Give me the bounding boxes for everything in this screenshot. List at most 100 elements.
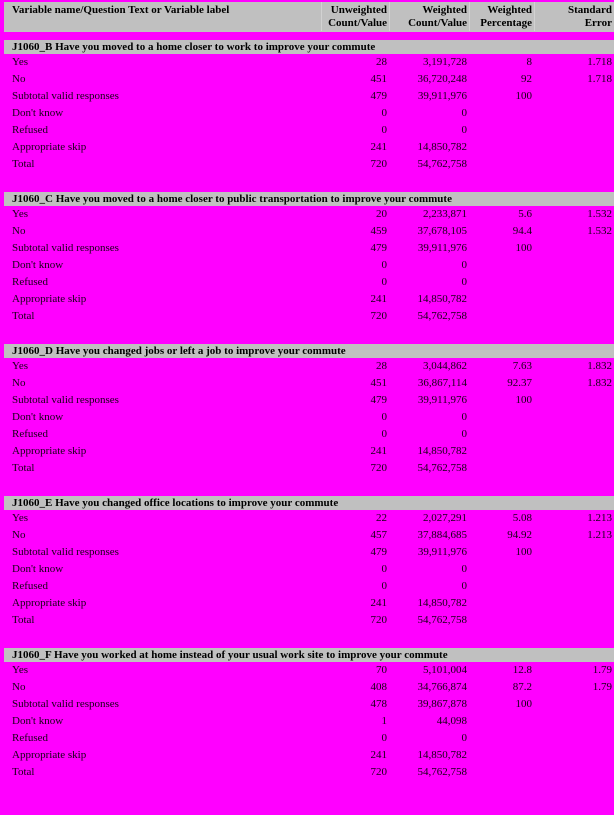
variable-section: J1060_B Have you moved to a home closer … [4, 40, 614, 173]
standard-error: 1.532 [587, 225, 612, 237]
unweighted-value: 451 [370, 73, 388, 85]
section-title: J1060_C Have you moved to a home closer … [4, 192, 614, 206]
standard-error [534, 122, 614, 139]
row-label: Subtotal valid responses [12, 546, 119, 558]
unweighted-value: 0 [381, 580, 388, 592]
weighted-value: 0 [461, 428, 468, 440]
standard-error: 1.832 [587, 360, 612, 372]
label-column-header: Variable name/Question Text or Variable … [12, 4, 230, 16]
variable-section: J1060_D Have you changed jobs or left a … [4, 344, 614, 477]
table-row: No 459 37,678,105 94.4 1.532 [4, 223, 614, 240]
weighted-percentage: 87.2 [512, 681, 532, 693]
weighted-value: 0 [461, 259, 468, 271]
standard-error [534, 88, 614, 105]
unweighted-value: 241 [370, 293, 388, 305]
standard-error [534, 139, 614, 156]
weighted-percentage [469, 156, 534, 173]
table-row: Don't know 1 44,098 [4, 713, 614, 730]
standard-error: 1.718 [587, 73, 612, 85]
unweighted-value: 0 [381, 259, 388, 271]
weighted-value: 39,911,976 [417, 394, 467, 406]
weighted-percentage: 12.8 [512, 664, 532, 676]
weighted-value: 3,044,862 [423, 360, 467, 372]
table-row: Yes 20 2,233,871 5.6 1.532 [4, 206, 614, 223]
unweighted-value: 241 [370, 445, 388, 457]
table-header: Variable name/Question Text or Variable … [4, 2, 614, 32]
weighted-percentage [469, 139, 534, 156]
row-label: Yes [12, 208, 29, 220]
row-label: Total [12, 462, 35, 474]
table-row: No 457 37,884,685 94.92 1.213 [4, 527, 614, 544]
weighted-percentage [469, 764, 534, 781]
unweighted-value: 70 [376, 664, 387, 676]
standard-error [534, 764, 614, 781]
section-title: J1060_B Have you moved to a home closer … [4, 40, 614, 54]
variable-section: J1060_C Have you moved to a home closer … [4, 192, 614, 325]
table-row: Subtotal valid responses 479 39,911,976 … [4, 392, 614, 409]
weighted-value: 0 [461, 107, 468, 119]
row-label: Subtotal valid responses [12, 90, 119, 102]
unweighted-value: 479 [370, 242, 388, 254]
column-header-line: Standard [567, 4, 612, 16]
table-row: Don't know 0 0 [4, 561, 614, 578]
column-header-weighted-count: Weighted Count/Value [389, 2, 469, 31]
weighted-percentage [469, 612, 534, 629]
row-label: Total [12, 614, 35, 626]
weighted-value: 34,766,874 [417, 681, 468, 693]
weighted-percentage [469, 105, 534, 122]
table-row: Yes 22 2,027,291 5.08 1.213 [4, 510, 614, 527]
weighted-percentage: 100 [515, 394, 533, 406]
section-title: J1060_E Have you changed office location… [4, 496, 614, 510]
table-row: Appropriate skip 241 14,850,782 [4, 291, 614, 308]
weighted-percentage [469, 747, 534, 764]
table-row: Refused 0 0 [4, 122, 614, 139]
row-label: Don't know [12, 259, 64, 271]
weighted-percentage [469, 409, 534, 426]
row-label: Appropriate skip [12, 445, 87, 457]
weighted-value: 39,867,878 [417, 698, 468, 710]
standard-error [534, 561, 614, 578]
table-row: Total 720 54,762,758 [4, 460, 614, 477]
table-row: Appropriate skip 241 14,850,782 [4, 595, 614, 612]
weighted-percentage: 100 [515, 546, 533, 558]
weighted-value: 54,762,758 [417, 310, 468, 322]
weighted-percentage: 5.08 [512, 512, 532, 524]
weighted-value: 44,098 [436, 715, 467, 727]
weighted-value: 36,720,248 [417, 73, 468, 85]
weighted-value: 54,762,758 [417, 766, 468, 778]
row-label: Refused [12, 732, 49, 744]
table-row: Subtotal valid responses 479 39,911,976 … [4, 544, 614, 561]
weighted-value: 14,850,782 [417, 597, 468, 609]
standard-error [534, 392, 614, 409]
column-header-line: Weighted [487, 4, 532, 16]
table-row: Total 720 54,762,758 [4, 308, 614, 325]
weighted-value: 39,911,976 [417, 242, 467, 254]
row-label: Appropriate skip [12, 141, 87, 153]
weighted-percentage: 5.6 [518, 208, 532, 220]
row-label: No [12, 377, 26, 389]
weighted-value: 36,867,114 [417, 377, 467, 389]
column-header-line: Error [584, 17, 612, 29]
column-header-unweighted-count: Unweighted Count/Value [321, 2, 389, 31]
unweighted-value: 28 [376, 56, 387, 68]
weighted-value: 54,762,758 [417, 462, 468, 474]
unweighted-value: 22 [376, 512, 387, 524]
unweighted-value: 478 [370, 698, 388, 710]
weighted-value: 54,762,758 [417, 614, 468, 626]
column-header-standard-error: Standard Error [534, 2, 614, 31]
row-label: No [12, 681, 26, 693]
row-label: Don't know [12, 563, 64, 575]
weighted-percentage [469, 426, 534, 443]
row-label: Yes [12, 360, 29, 372]
weighted-value: 14,850,782 [417, 445, 468, 457]
standard-error [534, 544, 614, 561]
table-row: Appropriate skip 241 14,850,782 [4, 139, 614, 156]
standard-error: 1.213 [587, 529, 612, 541]
standard-error [534, 578, 614, 595]
table-row: Appropriate skip 241 14,850,782 [4, 747, 614, 764]
row-label: Total [12, 766, 35, 778]
weighted-percentage [469, 595, 534, 612]
unweighted-value: 457 [370, 529, 388, 541]
table-row: Refused 0 0 [4, 274, 614, 291]
weighted-value: 3,191,728 [423, 56, 467, 68]
